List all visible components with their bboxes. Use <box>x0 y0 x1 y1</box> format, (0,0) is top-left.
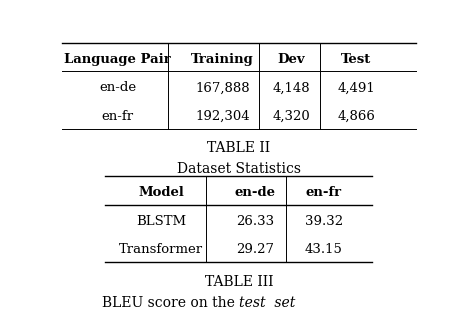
Text: 4,866: 4,866 <box>337 110 375 123</box>
Text: 4,320: 4,320 <box>272 110 310 123</box>
Text: 26.33: 26.33 <box>236 215 274 228</box>
Text: Language Pair: Language Pair <box>64 52 171 65</box>
Text: 4,491: 4,491 <box>337 81 375 94</box>
Text: 192,304: 192,304 <box>195 110 250 123</box>
Text: Dev: Dev <box>277 52 305 65</box>
Text: Model: Model <box>138 186 184 199</box>
Text: TABLE II: TABLE II <box>207 141 270 155</box>
Text: en-fr: en-fr <box>306 186 342 199</box>
Text: BLEU score on the: BLEU score on the <box>102 296 239 310</box>
Text: Dataset Statistics: Dataset Statistics <box>177 162 301 176</box>
Text: 39.32: 39.32 <box>305 215 343 228</box>
Text: en-de: en-de <box>234 186 275 199</box>
Text: test  set: test set <box>239 296 295 310</box>
Text: Transformer: Transformer <box>119 243 203 257</box>
Text: 43.15: 43.15 <box>305 243 343 257</box>
Text: BLSTM: BLSTM <box>136 215 186 228</box>
Text: 29.27: 29.27 <box>236 243 274 257</box>
Text: Test: Test <box>341 52 371 65</box>
Text: en-fr: en-fr <box>102 110 134 123</box>
Text: 167,888: 167,888 <box>195 81 250 94</box>
Text: Training: Training <box>191 52 254 65</box>
Text: en-de: en-de <box>99 81 137 94</box>
Text: 4,148: 4,148 <box>273 81 310 94</box>
Text: TABLE III: TABLE III <box>205 275 273 289</box>
